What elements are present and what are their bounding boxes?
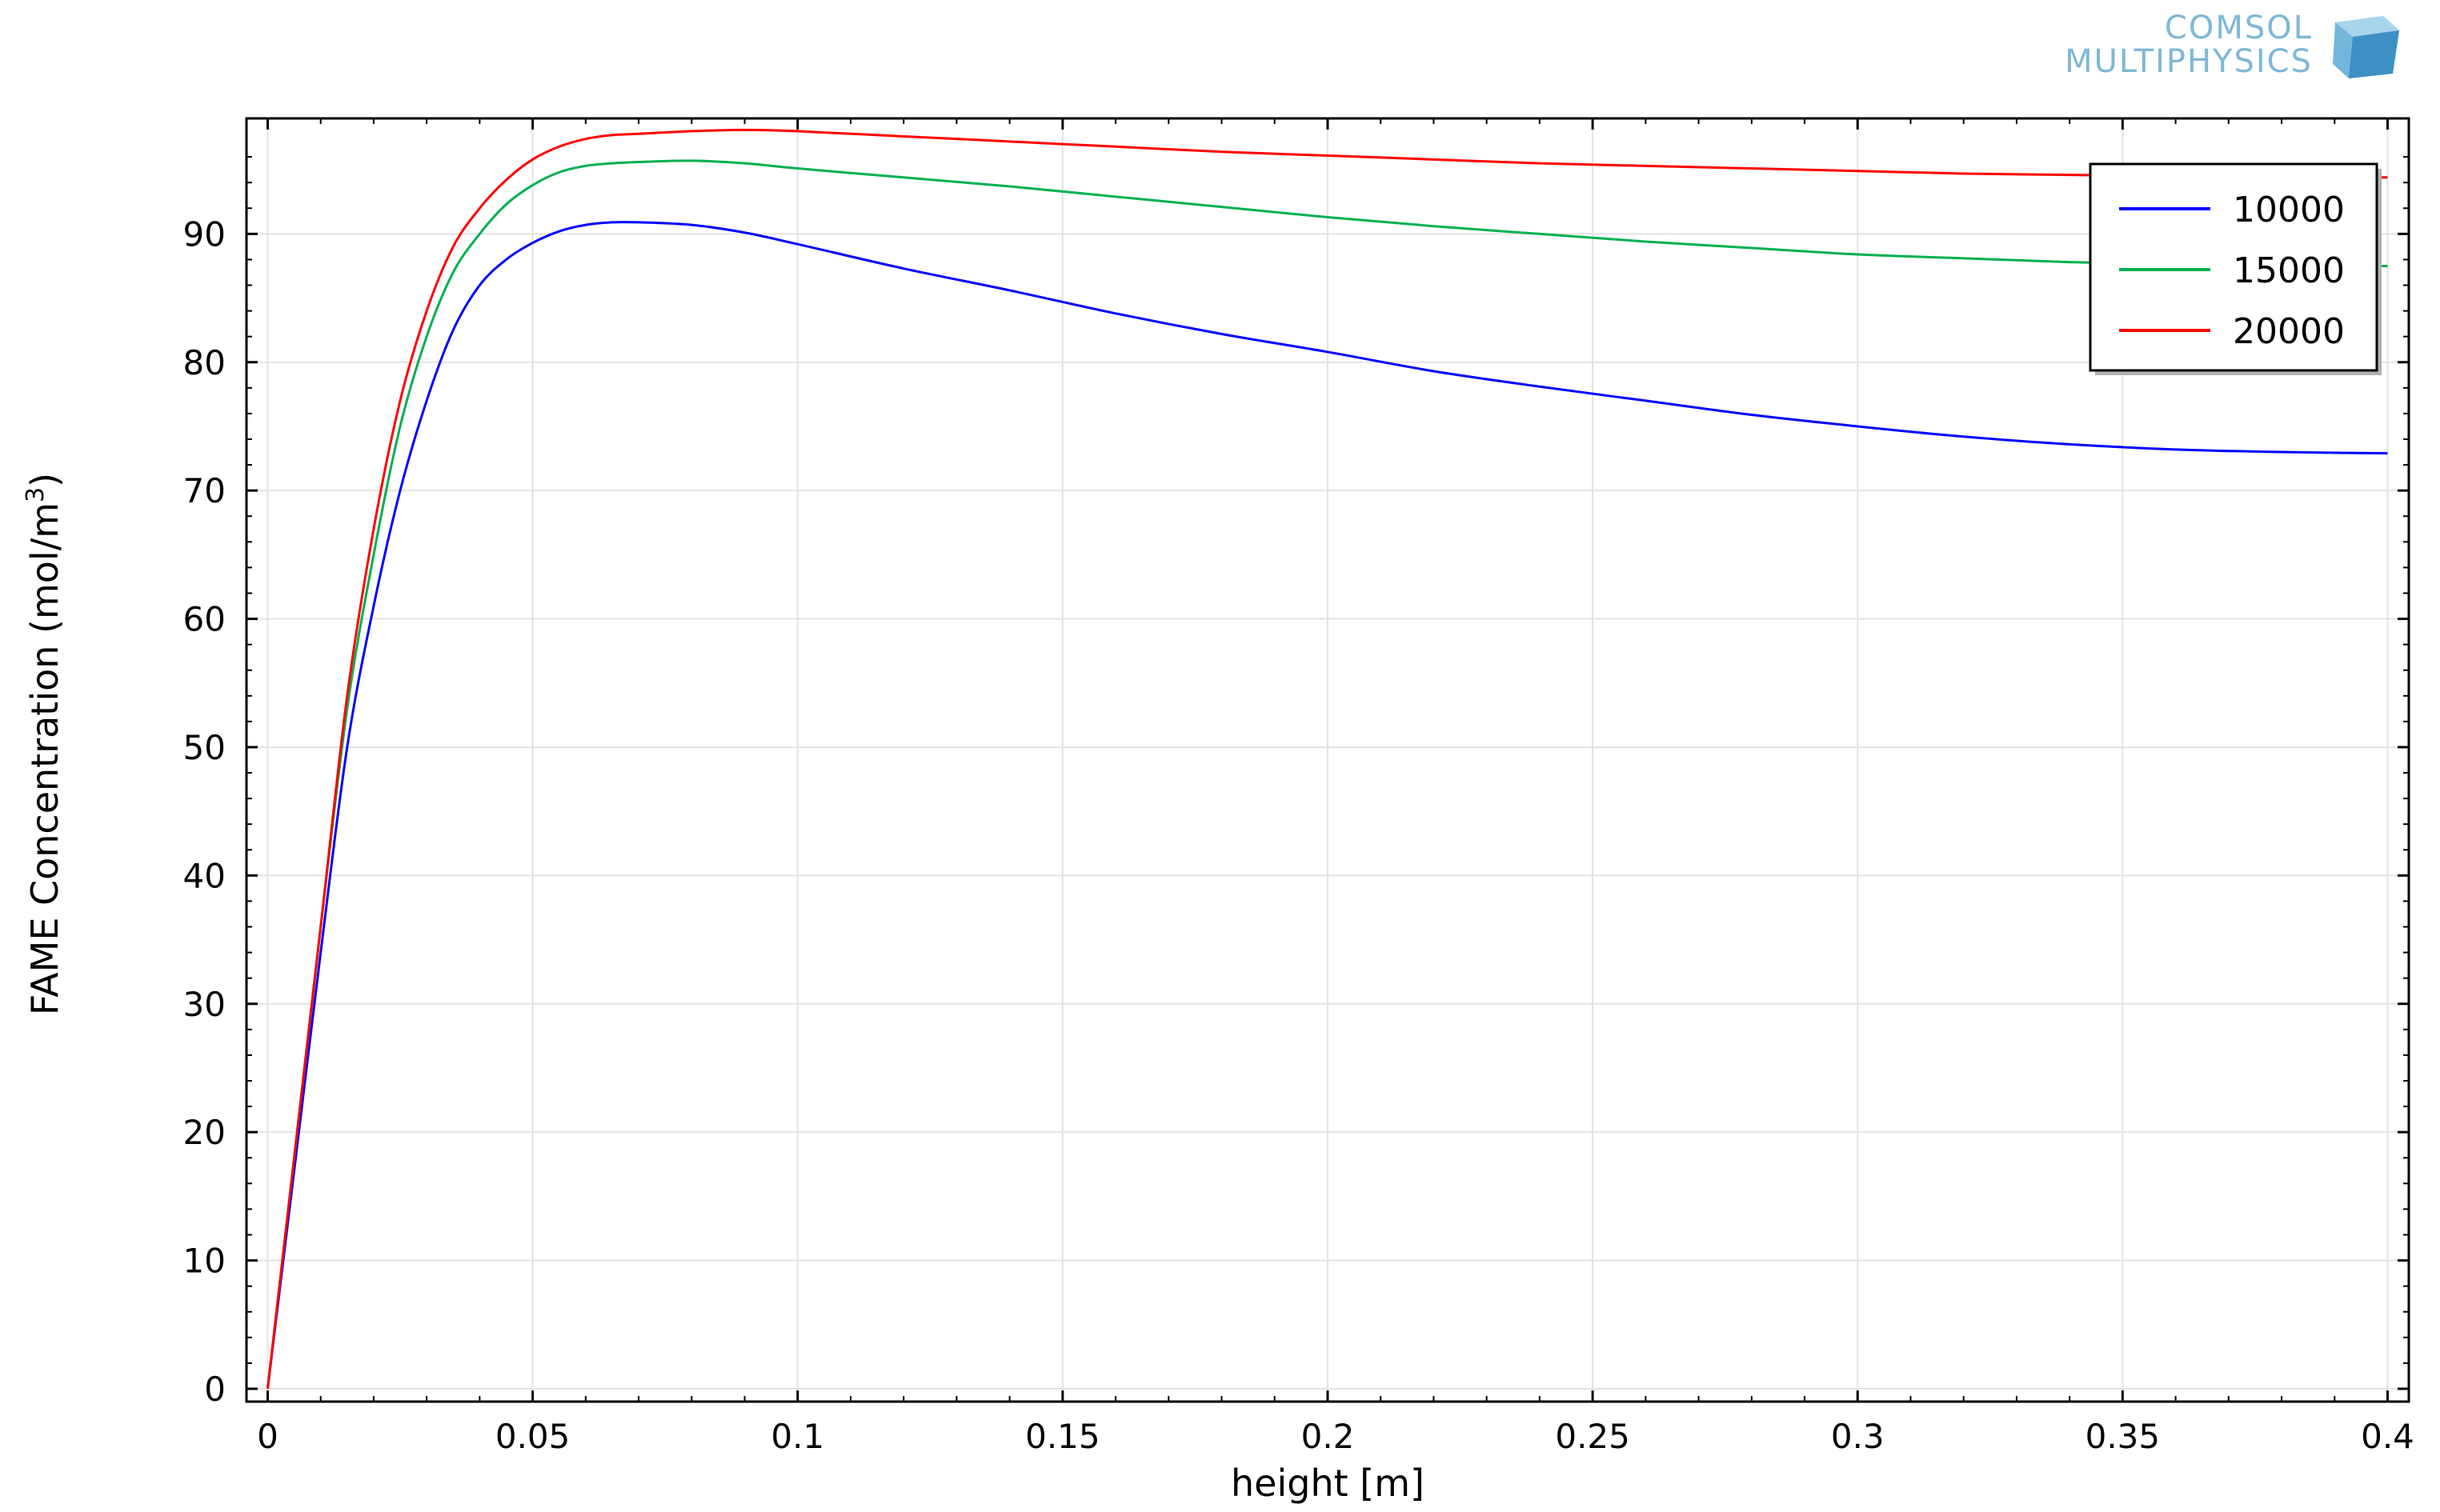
logo-cube-icon [2333, 16, 2399, 78]
x-tick-label: 0.2 [1301, 1417, 1355, 1456]
y-axis-title-sup: 3 [22, 487, 50, 502]
x-tick-label: 0.05 [495, 1417, 571, 1456]
y-tick-label: 30 [183, 985, 226, 1024]
x-tick-label: 0.4 [2361, 1417, 2414, 1456]
legend: 10000 15000 20000 [2089, 162, 2382, 375]
series-line-15000 [266, 159, 2388, 1390]
y-tick-label: 10 [183, 1242, 226, 1281]
series-line-20000 [266, 128, 2388, 1390]
axis-ticks: 0 0.05 0.1 0.15 0.2 0.25 0.3 0.35 0.4 0 10 20 30 40 50… [183, 118, 2414, 1456]
legend-label-20000: 20000 [2233, 311, 2345, 352]
logo-line1: COMSOL [2165, 10, 2313, 46]
y-tick-label: 90 [183, 214, 226, 254]
y-tick-label: 70 [183, 471, 226, 510]
y-tick-label: 60 [183, 600, 226, 639]
legend-label-10000: 10000 [2233, 190, 2345, 230]
y-tick-label: 20 [183, 1113, 226, 1152]
y-axis-title: FAME Concentration (mol/m3) [22, 473, 66, 1015]
legend-box [2089, 162, 2378, 372]
x-tick-label: 0 [257, 1417, 278, 1456]
y-tick-label: 50 [183, 728, 226, 767]
legend-label-15000: 15000 [2233, 250, 2345, 291]
y-tick-label: 40 [183, 856, 226, 895]
series-line-10000 [266, 221, 2388, 1390]
x-tick-label: 0.25 [1555, 1417, 1630, 1456]
x-axis-title: height [m] [1231, 1462, 1424, 1505]
grid-lines [246, 118, 2409, 1402]
y-tick-label: 0 [204, 1370, 226, 1409]
logo-line2: MULTIPHYSICS [2065, 43, 2313, 80]
y-axis-title-main: FAME Concentration (mol/m [23, 502, 66, 1015]
y-axis-title-close: ) [23, 473, 66, 487]
x-tick-label: 0.15 [1025, 1417, 1100, 1456]
x-tick-label: 0.1 [771, 1417, 824, 1456]
x-tick-label: 0.3 [1831, 1417, 1885, 1456]
comsol-logo: COMSOL MULTIPHYSICS [2065, 10, 2399, 80]
x-tick-label: 0.35 [2085, 1417, 2161, 1456]
series-layer [266, 128, 2388, 1390]
y-tick-label: 80 [183, 343, 226, 382]
